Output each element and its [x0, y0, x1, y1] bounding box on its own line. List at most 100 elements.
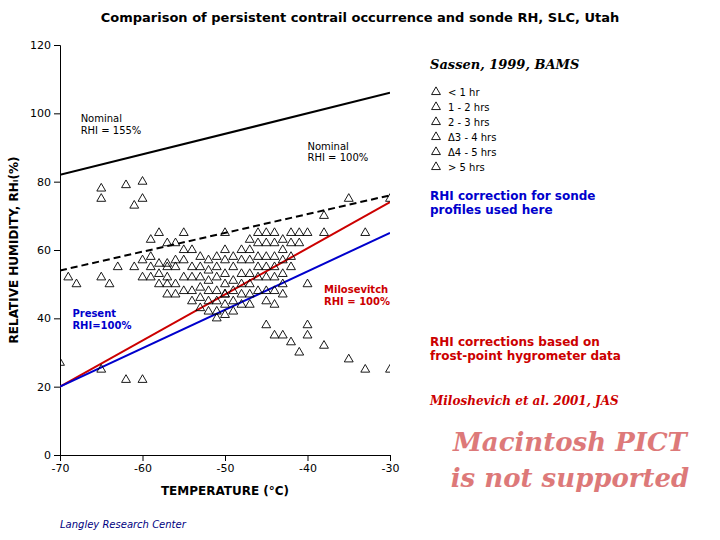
point	[254, 286, 263, 294]
point	[138, 255, 147, 263]
tick-label: 80	[37, 176, 51, 189]
point	[212, 313, 221, 321]
legend-label: 2 - 3 hrs	[448, 117, 490, 128]
point	[270, 262, 279, 270]
text-line: Macintosh PICT	[452, 427, 689, 457]
annotation: RHI correction for sondeprofiles used he…	[430, 189, 595, 217]
point	[146, 235, 155, 243]
legend-marker	[432, 132, 441, 140]
point	[212, 296, 221, 304]
point	[262, 272, 271, 280]
legend-marker	[432, 87, 441, 95]
point	[196, 303, 205, 311]
point	[179, 272, 188, 280]
point	[188, 286, 197, 294]
tick: 60	[37, 244, 60, 257]
point	[287, 252, 296, 260]
point	[138, 194, 147, 202]
line	[60, 195, 390, 270]
text-line: is not supported	[451, 463, 690, 493]
point	[229, 286, 238, 294]
point	[262, 238, 271, 246]
point	[221, 255, 230, 263]
point	[229, 262, 238, 270]
point	[303, 330, 312, 338]
point	[262, 296, 271, 304]
point	[60, 358, 64, 366]
point	[287, 228, 296, 236]
point	[295, 238, 304, 246]
point	[221, 300, 230, 308]
point	[204, 255, 213, 263]
tick-mark	[54, 182, 60, 183]
text-line: Miloshevich et al. 2001, JAS	[429, 394, 619, 408]
tick-mark	[54, 387, 60, 388]
text-line: RHI correction for sonde	[430, 189, 595, 203]
point	[113, 262, 122, 270]
text-line: profiles used here	[430, 203, 553, 217]
point	[278, 245, 287, 253]
text-line: frost-point hygrometer data	[430, 349, 621, 363]
point	[188, 262, 197, 270]
tick-mark	[54, 455, 60, 456]
point	[204, 265, 213, 273]
tick-mark	[54, 45, 60, 46]
point	[163, 262, 172, 270]
point	[212, 262, 221, 270]
point	[163, 238, 172, 246]
tick-label: -70	[52, 462, 70, 475]
point	[64, 272, 73, 280]
point	[221, 279, 230, 287]
text-line: Nominal	[81, 113, 122, 124]
point	[237, 255, 246, 263]
legend-marker	[432, 102, 441, 110]
tick-mark	[143, 455, 144, 461]
legend-marker	[432, 162, 441, 170]
text-line: RHI corrections based on	[430, 335, 600, 349]
plot-area	[60, 93, 390, 387]
annotation: Miloshevich et al. 2001, JAS	[429, 394, 619, 408]
point	[278, 289, 287, 297]
point	[278, 255, 287, 263]
legend-marker	[432, 147, 441, 155]
point	[138, 177, 147, 185]
point	[344, 354, 353, 362]
point	[320, 211, 329, 219]
legend-label: Δ3 - 4 hrs	[448, 132, 496, 143]
point	[254, 238, 263, 246]
text-line: RHI = 100%	[324, 296, 390, 307]
point	[237, 279, 246, 287]
point	[196, 293, 205, 301]
y-axis: 020406080100120	[30, 39, 61, 462]
point	[254, 252, 263, 260]
point	[130, 262, 139, 270]
tick-label: 60	[37, 244, 51, 257]
tick-label: 0	[44, 449, 51, 462]
point	[237, 245, 246, 253]
point	[270, 286, 279, 294]
point	[245, 245, 254, 253]
legend-label: < 1 hr	[448, 87, 480, 98]
text-line: Milosevitch	[324, 284, 388, 295]
tick-label: 40	[37, 312, 51, 325]
line-label: PresentRHI=100%	[72, 308, 131, 331]
point	[212, 286, 221, 294]
tick-label: 120	[30, 39, 51, 52]
chart: Comparison of persistent contrail occurr…	[0, 0, 720, 540]
point	[262, 252, 271, 260]
axis-line	[61, 456, 391, 462]
point	[204, 276, 213, 284]
tick-mark	[54, 318, 60, 319]
point	[278, 269, 287, 277]
line-label: NominalRHI = 100%	[308, 141, 369, 164]
text-line: Langley Research Center	[60, 519, 187, 530]
text-line: Nominal	[308, 141, 349, 152]
tick-mark	[225, 455, 226, 461]
point	[262, 262, 271, 270]
tick: 40	[37, 312, 60, 325]
point	[138, 375, 147, 383]
tick: 120	[30, 39, 60, 52]
point	[229, 252, 238, 260]
point	[229, 306, 238, 314]
point	[146, 272, 155, 280]
